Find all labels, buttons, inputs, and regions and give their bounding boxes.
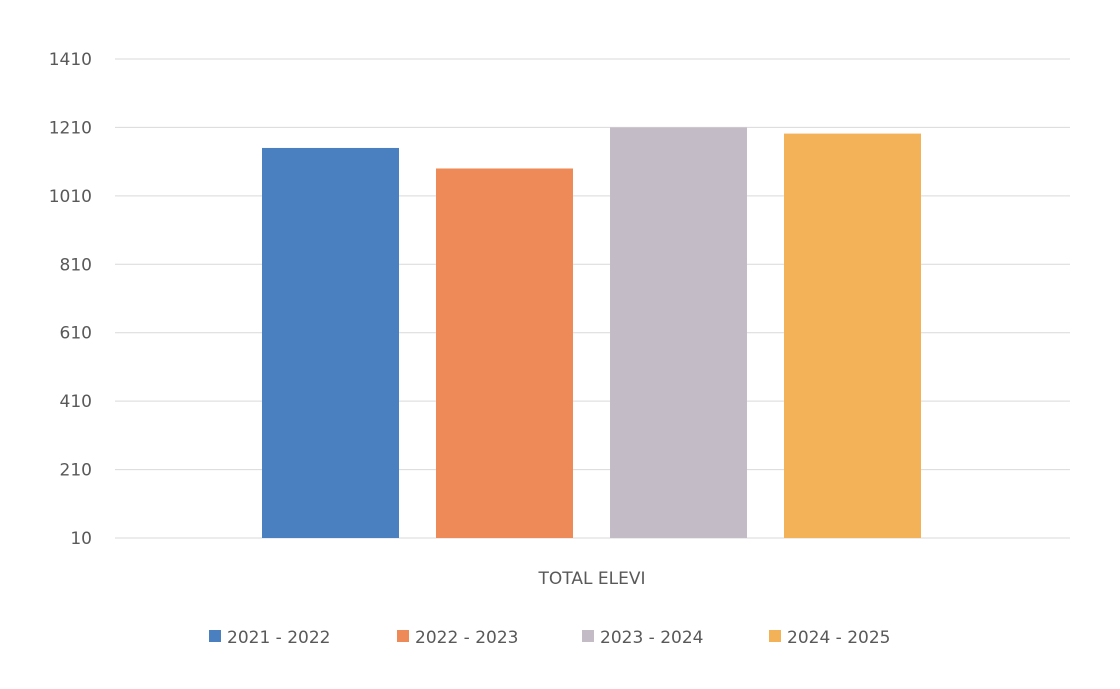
legend-swatch — [769, 630, 781, 642]
y-tick-label: 10 — [70, 529, 92, 549]
legend: 2021 - 2022 2022 - 2023 2023 - 2024 2024 - … — [209, 628, 890, 648]
legend-label: 2023 - 2024 — [600, 628, 703, 648]
legend-label: 2022 - 2023 — [415, 628, 518, 648]
y-tick-label: 1410 — [49, 50, 92, 70]
y-axis-ticks: 1410 1210 1010 810 610 410 210 10 — [49, 50, 92, 549]
legend-swatch — [582, 630, 594, 642]
y-tick-label: 210 — [60, 461, 92, 481]
x-axis-categories: TOTAL ELEVI — [538, 569, 646, 589]
legend-swatch — [209, 630, 221, 642]
bars — [262, 127, 921, 538]
x-category-label: TOTAL ELEVI — [538, 569, 646, 589]
legend-label: 2024 - 2025 — [787, 628, 890, 648]
bar-2024-2025 — [784, 133, 921, 538]
gridlines — [115, 58, 1070, 539]
y-tick-label: 610 — [60, 324, 92, 344]
legend-label: 2021 - 2022 — [227, 628, 330, 648]
y-tick-label: 810 — [60, 255, 92, 275]
bar-2022-2023 — [436, 168, 573, 538]
legend-swatch — [397, 630, 409, 642]
bar-2021-2022 — [262, 147, 399, 538]
y-tick-label: 1010 — [49, 187, 92, 207]
bar-2023-2024 — [610, 127, 747, 538]
y-tick-label: 1210 — [49, 118, 92, 138]
y-tick-label: 410 — [60, 392, 92, 412]
